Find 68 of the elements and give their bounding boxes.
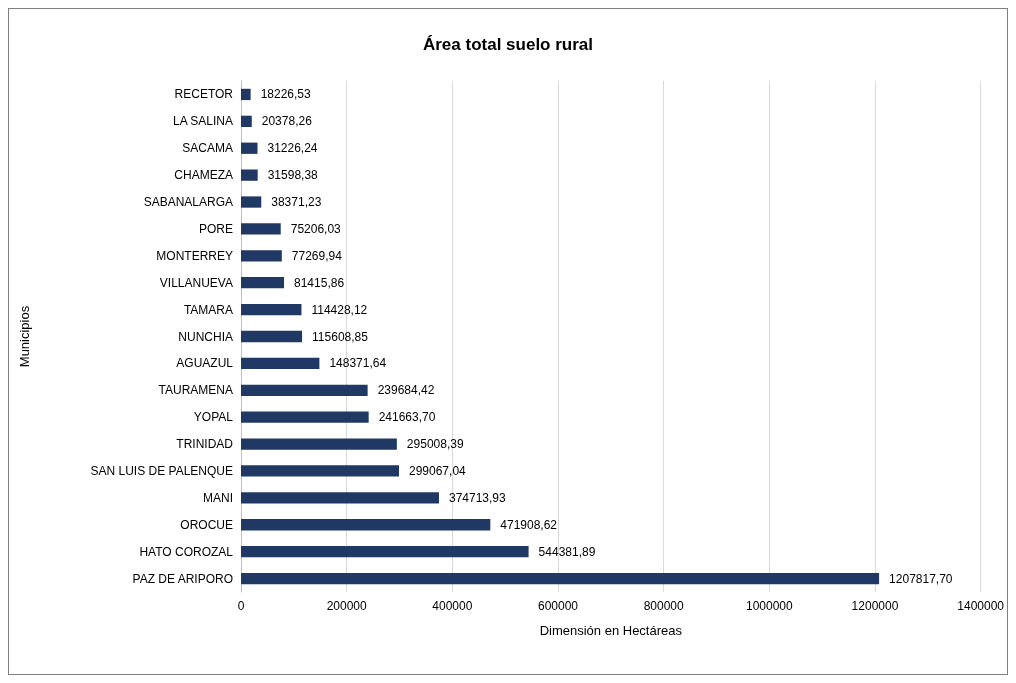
bar [241, 142, 258, 154]
bar [241, 303, 302, 316]
bar [241, 519, 491, 531]
bar [241, 196, 262, 208]
x-tick-label: 200000 [326, 599, 368, 613]
text: 81415,86 [294, 275, 345, 290]
x-tick-label: 800000 [643, 599, 684, 613]
x-tick-label: 600000 [537, 599, 579, 613]
x-tick-label: 1000000 [745, 599, 793, 613]
y-tick-label: PORE [198, 221, 233, 236]
text: 31598,38 [267, 168, 318, 183]
y-tick-label: SAN LUIS DE PALENQUE [90, 463, 233, 478]
bar [241, 277, 285, 289]
chart-title: Área total suelo rural [422, 35, 594, 54]
y-tick-label: YOPAL [193, 410, 234, 425]
text: 38371,23 [271, 195, 322, 210]
x-tick-label: 1200000 [851, 599, 899, 613]
y-tick-label: LA SALINA [172, 114, 233, 129]
y-tick-label: CHAMEZA [174, 168, 233, 183]
bar [241, 384, 368, 396]
bar [241, 357, 320, 370]
bar [241, 88, 251, 101]
bar [241, 223, 281, 235]
y-tick-label: RECETOR [174, 87, 234, 102]
x-axis-title: Dimensión en Hectáreas [539, 623, 683, 638]
y-tick-label: SACAMA [182, 141, 233, 156]
text: 241663,70 [378, 410, 436, 425]
y-tick-label: NUNCHIA [178, 329, 233, 344]
text: 31226,24 [267, 141, 318, 156]
y-tick-label: AGUAZUL [176, 356, 234, 371]
bar [241, 546, 529, 558]
y-tick-label: SABANALARGA [143, 195, 233, 210]
text: 544381,89 [538, 544, 596, 559]
y-tick-label: TAMARA [183, 302, 233, 317]
x-tick-label: 0 [237, 599, 245, 613]
bar [241, 572, 880, 585]
bar [241, 115, 252, 127]
text: 75206,03 [290, 221, 341, 236]
y-tick-label: MONTERREY [156, 248, 233, 263]
text: 115608,85 [312, 329, 368, 344]
y-tick-label: VILLANUEVA [159, 275, 233, 290]
text: 471908,62 [500, 517, 558, 532]
bar [241, 330, 303, 343]
x-tick-label: 400000 [432, 599, 473, 613]
text: 374713,93 [448, 490, 506, 505]
text: 114428,12 [311, 302, 368, 317]
text: 18226,53 [260, 87, 311, 102]
x-tick-label: 1400000 [957, 599, 1005, 613]
bar [241, 438, 397, 450]
y-tick-label: MANI [203, 490, 233, 505]
y-tick-label: TAURAMENA [158, 383, 233, 398]
bar [241, 411, 369, 423]
y-tick-label: HATO COROZAL [139, 544, 234, 559]
text: 1207817,70 [889, 571, 953, 586]
bar [241, 250, 282, 262]
y-axis-title: Municipios [17, 305, 32, 368]
text: 148371,64 [329, 356, 387, 371]
y-tick-label: TRINIDAD [176, 437, 234, 452]
text: 299067,04 [409, 463, 466, 478]
y-tick-label: OROCUE [180, 517, 233, 532]
bar [241, 169, 258, 181]
y-tick-label: PAZ DE ARIPORO [132, 571, 233, 586]
bar [241, 465, 399, 477]
text: 20378,26 [261, 114, 312, 129]
text: 295008,39 [406, 437, 464, 452]
text: 239684,42 [377, 383, 435, 398]
text: 77269,94 [291, 248, 342, 263]
bar [241, 492, 439, 504]
